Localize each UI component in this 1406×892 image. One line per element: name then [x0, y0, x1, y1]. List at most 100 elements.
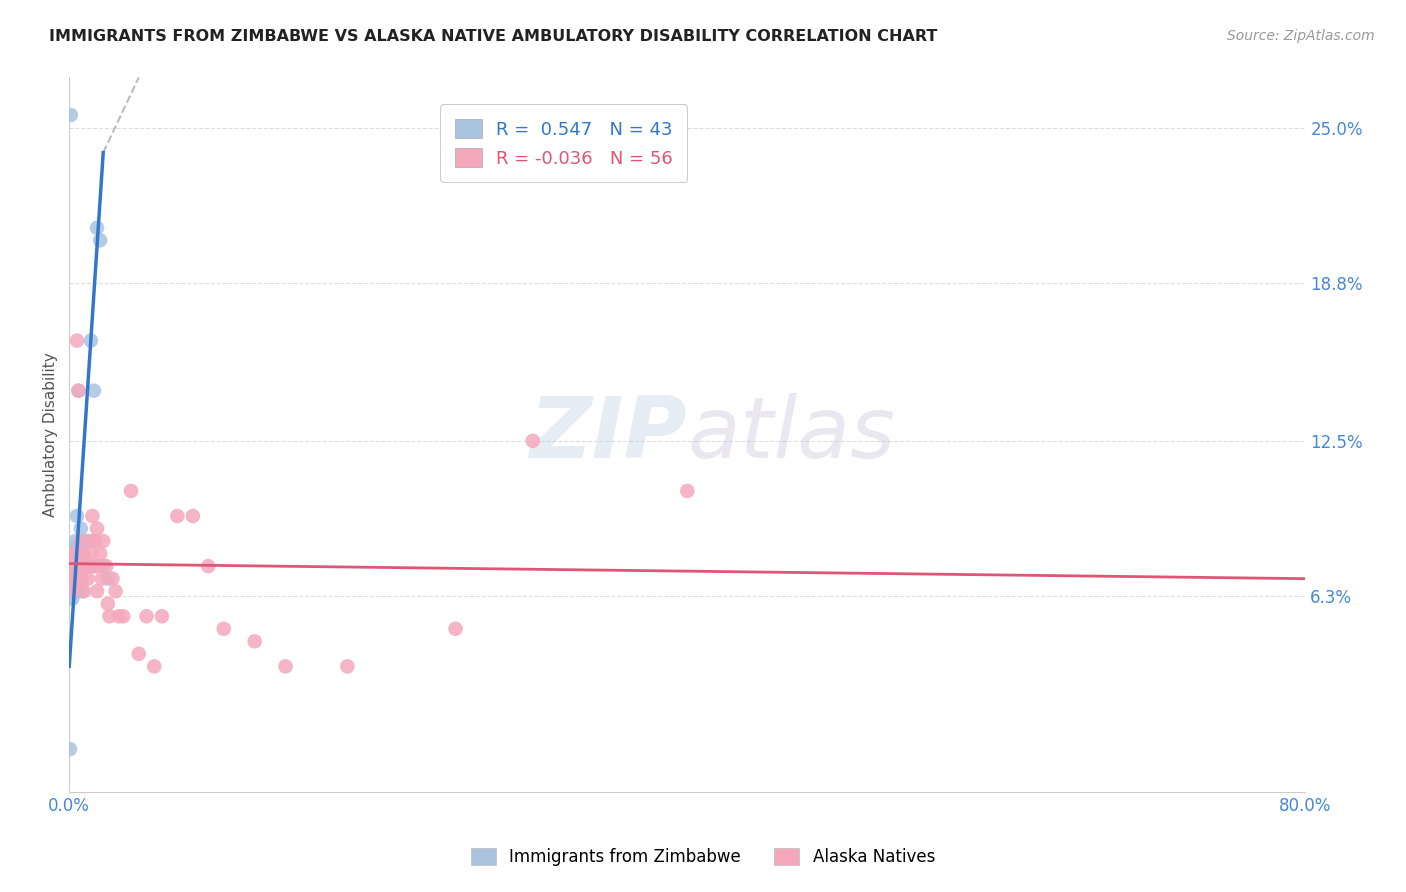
Point	[80, 334, 103, 348]
Point	[59, 559, 82, 574]
Point	[63, 547, 86, 561]
Point	[70, 559, 93, 574]
Point	[120, 483, 142, 498]
Point	[82, 534, 104, 549]
Point	[90, 572, 112, 586]
Point	[96, 559, 118, 574]
Point	[67, 551, 90, 566]
Point	[65, 572, 87, 586]
Point	[62, 551, 84, 566]
Point	[89, 547, 111, 561]
Point	[60, 551, 83, 566]
Point	[62, 572, 84, 586]
Point	[336, 659, 359, 673]
Point	[59, 742, 82, 756]
Point	[72, 584, 94, 599]
Point	[87, 559, 110, 574]
Point	[243, 634, 266, 648]
Point	[72, 547, 94, 561]
Point	[522, 434, 544, 448]
Point	[60, 572, 83, 586]
Point	[63, 566, 86, 581]
Point	[444, 622, 467, 636]
Point	[60, 572, 83, 586]
Point	[67, 559, 90, 574]
Point	[65, 576, 87, 591]
Point	[86, 220, 108, 235]
Point	[86, 584, 108, 599]
Point	[66, 508, 89, 523]
Point	[72, 559, 94, 574]
Point	[69, 547, 91, 561]
Point	[65, 559, 87, 574]
Point	[197, 559, 219, 574]
Point	[66, 584, 89, 599]
Point	[143, 659, 166, 673]
Legend: Immigrants from Zimbabwe, Alaska Natives: Immigrants from Zimbabwe, Alaska Natives	[464, 841, 942, 873]
Point	[63, 572, 86, 586]
Point	[181, 508, 204, 523]
Point	[212, 622, 235, 636]
Y-axis label: Ambulatory Disability: Ambulatory Disability	[44, 352, 58, 517]
Point	[98, 609, 121, 624]
Point	[63, 559, 86, 574]
Point	[112, 609, 135, 624]
Point	[60, 566, 83, 581]
Point	[76, 559, 98, 574]
Point	[62, 584, 84, 599]
Legend: R =  0.547   N = 43, R = -0.036   N = 56: R = 0.547 N = 43, R = -0.036 N = 56	[440, 104, 688, 182]
Point	[59, 108, 82, 122]
Point	[66, 566, 89, 581]
Point	[66, 559, 89, 574]
Point	[66, 334, 89, 348]
Text: IMMIGRANTS FROM ZIMBABWE VS ALASKA NATIVE AMBULATORY DISABILITY CORRELATION CHAR: IMMIGRANTS FROM ZIMBABWE VS ALASKA NATIV…	[49, 29, 938, 44]
Point	[70, 572, 93, 586]
Point	[83, 384, 105, 398]
Text: atlas: atlas	[688, 393, 896, 476]
Point	[128, 647, 150, 661]
Point	[60, 591, 83, 606]
Point	[75, 559, 97, 574]
Point	[104, 584, 127, 599]
Point	[67, 559, 90, 574]
Point	[166, 508, 188, 523]
Point	[73, 584, 96, 599]
Point	[65, 576, 87, 591]
Point	[91, 559, 114, 574]
Point	[69, 522, 91, 536]
Point	[73, 534, 96, 549]
Point	[63, 572, 86, 586]
Point	[65, 534, 87, 549]
Point	[67, 384, 90, 398]
Point	[676, 483, 699, 498]
Point	[79, 559, 101, 574]
Point	[63, 584, 86, 599]
Point	[67, 384, 90, 398]
Point	[62, 576, 84, 591]
Point	[73, 551, 96, 566]
Point	[97, 597, 120, 611]
Point	[91, 534, 114, 549]
Point	[135, 609, 157, 624]
Point	[84, 534, 107, 549]
Point	[83, 559, 105, 574]
Point	[66, 572, 89, 586]
Text: ZIP: ZIP	[530, 393, 688, 476]
Point	[59, 584, 82, 599]
Point	[76, 572, 98, 586]
Point	[82, 508, 104, 523]
Point	[63, 541, 86, 556]
Point	[150, 609, 173, 624]
Point	[60, 559, 83, 574]
Point	[72, 547, 94, 561]
Point	[76, 534, 98, 549]
Point	[274, 659, 297, 673]
Point	[89, 233, 111, 247]
Point	[59, 576, 82, 591]
Point	[97, 572, 120, 586]
Point	[86, 522, 108, 536]
Point	[82, 559, 104, 574]
Point	[80, 547, 103, 561]
Text: Source: ZipAtlas.com: Source: ZipAtlas.com	[1227, 29, 1375, 43]
Point	[107, 609, 129, 624]
